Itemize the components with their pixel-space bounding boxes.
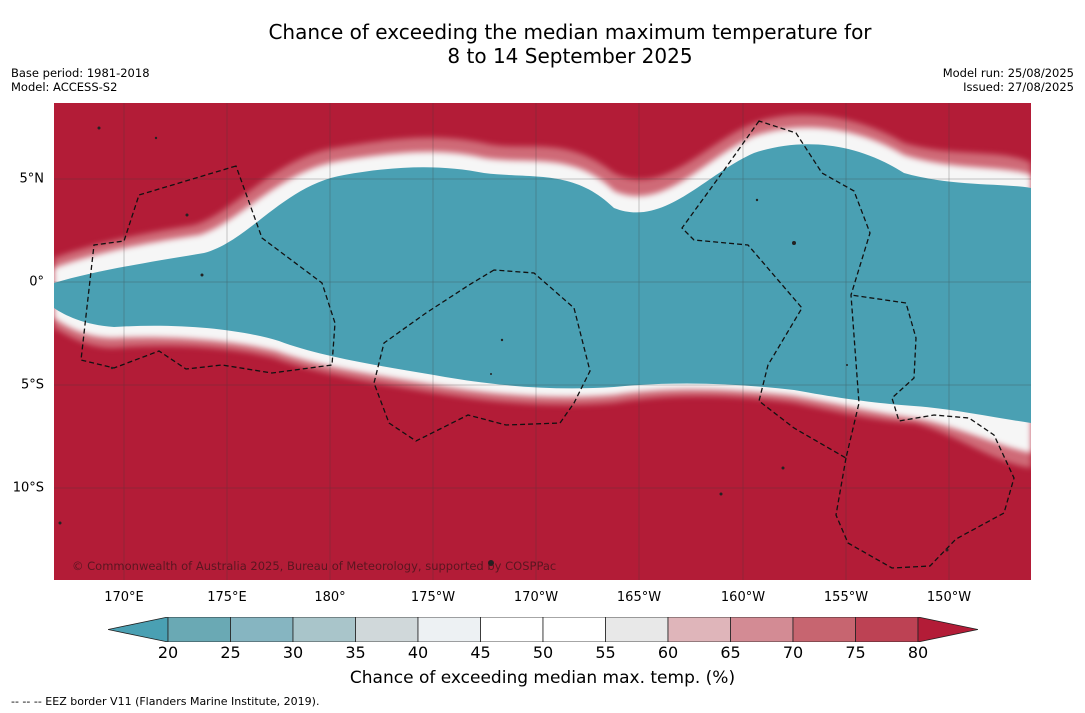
graticule <box>54 103 1031 580</box>
lon-label: 180° <box>314 590 346 605</box>
title-line-2: 8 to 14 September 2025 <box>447 44 693 68</box>
meta-left: Base period: 1981-2018 Model: ACCESS-S2 <box>11 66 150 94</box>
colorbar-cell <box>792 617 856 642</box>
colorbar-cell <box>730 617 794 642</box>
colorbar-cell <box>542 617 606 642</box>
colorbar-tick: 70 <box>782 643 804 662</box>
lon-label: 175°W <box>410 590 456 605</box>
colorbar-cell <box>417 617 481 642</box>
copyright-notice: © Commonwealth of Australia 2025, Bureau… <box>72 559 557 573</box>
colorbar-tick: 45 <box>470 643 491 662</box>
lon-label: 165°W <box>616 590 662 605</box>
colorbar-tick: 40 <box>407 643 429 662</box>
colorbar-tick: 65 <box>720 643 741 662</box>
islands <box>58 126 949 566</box>
colorbar <box>108 617 978 642</box>
lon-label: 175°E <box>207 590 247 605</box>
map-panel <box>54 103 1031 580</box>
lat-label: 10°S <box>12 480 44 496</box>
colorbar-cell <box>355 617 419 642</box>
colorbar-high-extend <box>917 617 978 642</box>
colorbar-cell <box>605 617 669 642</box>
colorbar-cell <box>230 617 294 642</box>
colorbar-tick: 20 <box>157 643 179 662</box>
colorbar-cell <box>855 617 919 642</box>
lat-label: 5°N <box>19 171 45 187</box>
colorbar-tick: 35 <box>345 643 366 662</box>
title-line-1: Chance of exceeding the median maximum t… <box>268 20 872 44</box>
colorbar-tick: 50 <box>532 643 554 662</box>
lon-label: 150°W <box>926 590 972 605</box>
lon-label: 170°E <box>104 590 144 605</box>
colorbar-cell <box>480 617 544 642</box>
lon-label: 170°W <box>513 590 559 605</box>
colorbar-tick: 75 <box>845 643 866 662</box>
colorbar-cell <box>167 617 231 642</box>
model-run: Model run: 25/08/2025 <box>942 66 1074 80</box>
colorbar-label: Chance of exceeding median max. temp. (%… <box>349 668 736 688</box>
map-title: Chance of exceeding the median maximum t… <box>0 20 1085 68</box>
colorbar-tick: 80 <box>907 643 929 662</box>
eez-footnote: -- -- -- EEZ border V11 (Flanders Marine… <box>11 695 320 708</box>
lat-label: 5°S <box>20 377 44 393</box>
colorbar-cell <box>667 617 731 642</box>
lon-label: 160°W <box>720 590 766 605</box>
colorbar-tick: 55 <box>595 643 616 662</box>
colorbar-tick: 25 <box>220 643 241 662</box>
colorbar-cell <box>292 617 356 642</box>
colorbar-tick: 30 <box>282 643 304 662</box>
colorbar-low-extend <box>108 617 169 642</box>
lon-label: 155°W <box>823 590 869 605</box>
eez-borders <box>80 120 1015 569</box>
model-name: Model: ACCESS-S2 <box>11 80 118 94</box>
meta-right: Model run: 25/08/2025 Issued: 27/08/2025 <box>943 66 1074 94</box>
lat-label: 0° <box>29 274 44 290</box>
issued-date: Issued: 27/08/2025 <box>963 80 1074 94</box>
colorbar-tick: 60 <box>657 643 679 662</box>
base-period: Base period: 1981-2018 <box>11 66 150 80</box>
cool-region <box>54 144 1031 423</box>
colorbar-cells <box>167 617 919 642</box>
